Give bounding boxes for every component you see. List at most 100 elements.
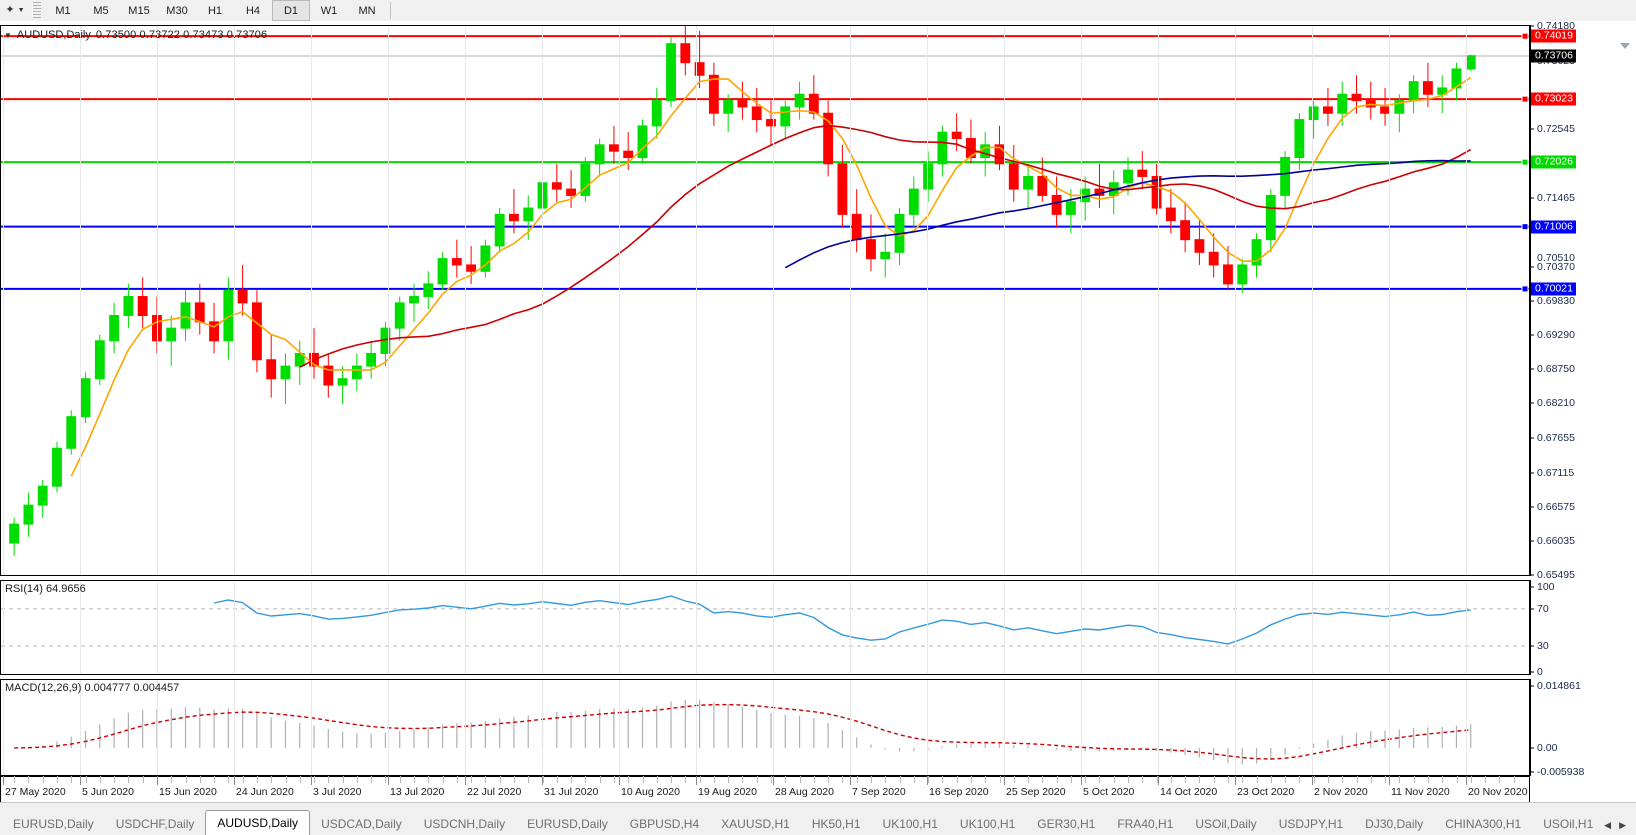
chart-tab-usoil-h1[interactable]: USOil,H1 <box>1543 817 1594 831</box>
timeframe-button-d1[interactable]: D1 <box>272 0 310 21</box>
price-tick-label: 0.71465 <box>1537 191 1575 204</box>
candle-body <box>1137 169 1148 177</box>
chart-tab-xauusd-h1[interactable]: XAUUSD,H1 <box>721 817 790 831</box>
time-tick <box>771 776 772 783</box>
price-pane[interactable] <box>0 25 1530 576</box>
cursor-tool-button[interactable]: ✦ ▼ <box>0 1 30 21</box>
chart-tab-fra40-h1[interactable]: FRA40,H1 <box>1117 817 1174 831</box>
vertical-grid-line <box>773 26 774 575</box>
time-tick <box>685 776 687 783</box>
candle-body <box>152 315 162 342</box>
chart-tab-eurusd-daily[interactable]: EURUSD,Daily <box>527 817 608 831</box>
candle-body <box>594 144 605 165</box>
vertical-grid-line <box>619 581 620 674</box>
candle-body <box>851 213 862 241</box>
candle-body <box>94 340 105 380</box>
candle-body <box>580 163 591 196</box>
chart-tab-dj30-daily[interactable]: DJ30,Daily <box>1365 817 1424 831</box>
chart-tab-china300-h1[interactable]: CHINA300,H1 <box>1445 817 1522 831</box>
timeframe-button-h1[interactable]: H1 <box>207 4 223 17</box>
vertical-grid-line <box>1466 680 1467 775</box>
timeframe-button-m15[interactable]: M15 <box>128 4 150 17</box>
toolbar-drag-handle[interactable] <box>32 2 41 19</box>
support-level-tag-72026[interactable]: 0.72026 <box>1531 155 1576 169</box>
chevron-left-icon[interactable]: ◀ <box>1604 820 1612 830</box>
rsi-pane[interactable]: RSI(14) 64.9656 <box>0 580 1530 675</box>
support-level-tag-71006[interactable]: 0.71006 <box>1531 220 1576 234</box>
time-tick <box>285 776 287 783</box>
candle-body <box>337 378 348 386</box>
rsi-tick-mark <box>1530 645 1534 647</box>
time-tick <box>756 776 758 783</box>
time-tick <box>499 776 501 783</box>
rsi-chart-canvas <box>1 595 1529 647</box>
time-tick-major <box>850 776 851 785</box>
caret-down-icon[interactable]: ▼ <box>4 30 12 40</box>
chart-tab-hk50-h1[interactable]: HK50,H1 <box>811 817 861 831</box>
time-axis-label: 20 Nov 2020 <box>1468 786 1528 798</box>
chart-tab-usdjpy-h1[interactable]: USDJPY,H1 <box>1278 817 1344 831</box>
vertical-grid-line <box>311 581 312 674</box>
chart-tab-eurusd-daily[interactable]: EURUSD,Daily <box>13 817 94 831</box>
timeframe-button-mn[interactable]: MN <box>358 4 376 17</box>
time-axis[interactable]: 27 May 2020 5 Jun 2020 15 Jun 2020 24 Jun 2… <box>0 776 1530 802</box>
time-tick <box>1113 776 1115 783</box>
timeframe-button-w1[interactable]: W1 <box>320 4 338 17</box>
chart-tab-uk100-h1[interactable]: UK100,H1 <box>959 817 1016 831</box>
support-level-tag-70021[interactable]: 0.70021 <box>1531 282 1576 296</box>
candle-body <box>866 239 876 260</box>
time-tick-major <box>80 776 81 785</box>
chart-tab-ger30-h1[interactable]: GER30,H1 <box>1037 817 1096 831</box>
candle-body <box>1023 175 1033 190</box>
chevron-right-icon[interactable]: ▶ <box>1619 820 1626 830</box>
macd-tick-label: 0.00 <box>1537 741 1558 754</box>
chart-tab-uk100-h1[interactable]: UK100,H1 <box>882 817 938 831</box>
candlestick-series <box>9 26 1476 556</box>
candle-body <box>923 163 934 190</box>
chevron-down-icon[interactable]: ▼ <box>17 7 25 14</box>
candle-body <box>980 144 991 158</box>
vertical-grid-line <box>1158 581 1159 674</box>
chart-tab-usdcnh-daily[interactable]: USDCNH,Daily <box>423 817 506 831</box>
time-tick <box>128 776 130 783</box>
time-axis-label: 10 Aug 2020 <box>621 786 680 798</box>
candle-body <box>1123 169 1133 184</box>
time-tick <box>613 776 615 783</box>
price-tick-label: 0.67115 <box>1537 466 1575 479</box>
chart-tab-audusd-daily[interactable]: AUDUSD,Daily <box>205 810 311 835</box>
macd-pane[interactable]: MACD(12,26,9) 0.004777 0.004457 <box>0 679 1530 776</box>
vertical-grid-line <box>619 26 620 575</box>
timeframe-button-m30[interactable]: M30 <box>166 4 188 17</box>
candle-body <box>1422 81 1433 95</box>
rsi-indicator-label: RSI(14) 64.9656 <box>5 583 86 595</box>
price-tick-label: 0.70370 <box>1537 260 1575 273</box>
last-price-tag[interactable]: 0.73706 <box>1531 49 1576 63</box>
chart-tab-usoil-daily[interactable]: USOil,Daily <box>1195 817 1257 831</box>
chart-tab-usdcad-daily[interactable]: USDCAD,Daily <box>321 817 402 831</box>
timeframe-button-m5[interactable]: M5 <box>93 4 109 17</box>
hline-70021-handle[interactable] <box>1521 285 1529 293</box>
time-axis-line <box>1 776 1529 777</box>
chart-tab-usdchf-daily[interactable]: USDCHF,Daily <box>115 817 195 831</box>
vertical-grid-line <box>1235 26 1236 575</box>
resistance-level-tag-73023[interactable]: 0.73023 <box>1531 92 1576 106</box>
time-tick <box>1270 776 1272 783</box>
ma-mid-line <box>299 124 1472 369</box>
candle-body <box>1065 201 1076 215</box>
hline-71006-handle[interactable] <box>1521 223 1529 231</box>
timeframe-button-h4[interactable]: H4 <box>245 4 261 17</box>
hline-72026-handle[interactable] <box>1521 158 1529 166</box>
price-tick-label: 0.74180 <box>1537 20 1575 32</box>
price-tick-label: 0.65495 <box>1537 569 1575 581</box>
time-tick <box>956 776 958 783</box>
time-tick-major <box>388 776 389 785</box>
candle-body <box>1351 93 1362 102</box>
price-axis-scale[interactable]: 0.74180 0.73706 0.73023 0.72545 0.72026 0.714… <box>1530 20 1636 581</box>
hline-73023-handle[interactable] <box>1521 95 1529 103</box>
hline-74019-handle[interactable] <box>1521 32 1529 40</box>
chart-area[interactable]: ▼ AUDUSD,Daily 0.73500 0.73722 0.73473 0… <box>0 20 1636 802</box>
candle-body <box>423 283 434 298</box>
chart-tab-gbpusd-h4[interactable]: GBPUSD,H4 <box>629 817 700 831</box>
resistance-level-tag-74019[interactable]: 0.74019 <box>1531 29 1576 43</box>
timeframe-button-m1[interactable]: M1 <box>55 4 71 17</box>
